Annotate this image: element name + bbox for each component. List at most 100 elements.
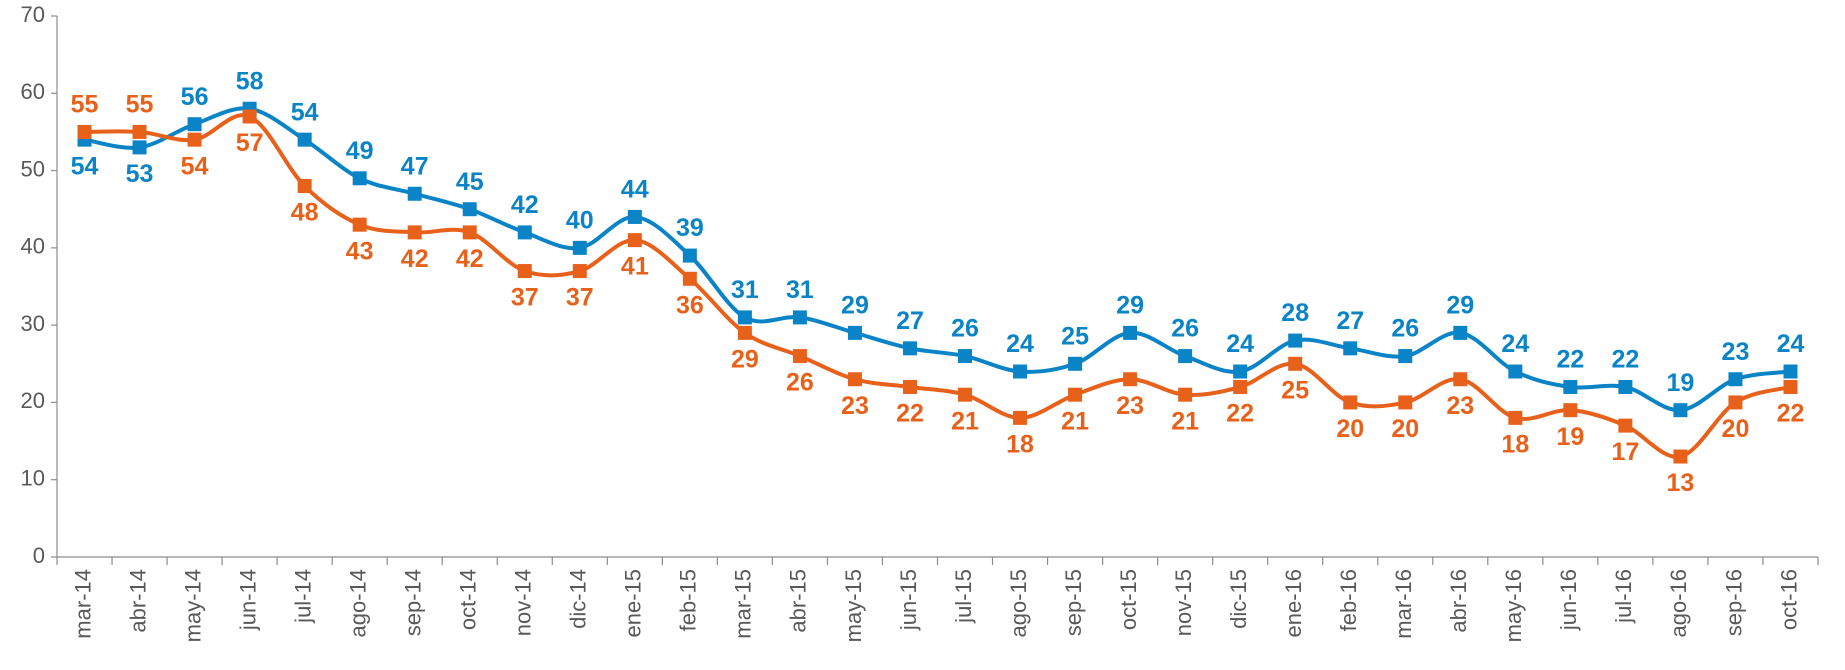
x-tick-label: abr-15	[786, 569, 811, 633]
marker	[462, 225, 477, 240]
data-label: 22	[896, 400, 924, 428]
marker	[847, 372, 862, 387]
marker	[792, 349, 807, 364]
marker	[1618, 379, 1633, 394]
x-tick-label: feb-15	[676, 569, 701, 631]
marker	[517, 264, 532, 279]
marker	[1233, 364, 1248, 379]
marker	[627, 233, 642, 248]
data-label: 23	[1722, 338, 1750, 366]
marker	[1508, 410, 1523, 425]
marker	[1563, 403, 1578, 418]
marker	[1783, 364, 1798, 379]
data-label: 40	[566, 206, 594, 234]
marker	[187, 117, 202, 132]
x-tick-label: mar-14	[70, 569, 95, 639]
data-label: 37	[511, 284, 539, 312]
marker	[242, 109, 257, 124]
marker	[1178, 349, 1193, 364]
data-label: 27	[896, 307, 924, 335]
marker	[1398, 395, 1413, 410]
data-label: 57	[236, 129, 264, 157]
marker	[682, 248, 697, 263]
marker	[407, 225, 422, 240]
data-label: 53	[126, 160, 154, 188]
data-label: 20	[1391, 415, 1419, 443]
data-label: 39	[676, 214, 704, 242]
marker	[1288, 356, 1303, 371]
data-label: 26	[786, 369, 814, 397]
marker	[1453, 325, 1468, 340]
data-label: 29	[731, 345, 759, 373]
x-tick-label: abr-16	[1446, 569, 1471, 633]
data-label: 24	[1777, 330, 1805, 358]
data-label: 55	[126, 91, 154, 119]
marker	[1233, 379, 1248, 394]
data-label: 20	[1722, 415, 1750, 443]
data-label: 45	[456, 168, 484, 196]
y-tick-label: 40	[21, 234, 45, 259]
data-label: 28	[1281, 299, 1309, 327]
data-label: 42	[456, 245, 484, 273]
data-label: 21	[951, 407, 979, 435]
data-label: 41	[621, 253, 649, 281]
x-tick-label: abr-14	[125, 569, 150, 633]
x-tick-label: ago-16	[1666, 569, 1691, 638]
x-tick-label: ene-16	[1281, 569, 1306, 638]
data-label: 23	[1446, 392, 1474, 420]
data-label: 26	[1171, 315, 1199, 343]
data-label: 26	[951, 315, 979, 343]
x-tick-label: ago-14	[345, 569, 370, 638]
marker	[1178, 387, 1193, 402]
marker	[1123, 372, 1138, 387]
marker	[1343, 395, 1358, 410]
marker	[682, 271, 697, 286]
x-tick-label: feb-16	[1336, 569, 1361, 631]
x-tick-label: sep-16	[1721, 569, 1746, 636]
marker	[462, 202, 477, 217]
x-tick-label: jun-15	[896, 569, 921, 631]
data-label: 13	[1667, 469, 1695, 497]
data-label: 29	[1446, 291, 1474, 319]
data-label: 27	[1336, 307, 1364, 335]
data-label: 24	[1226, 330, 1254, 358]
marker	[1508, 364, 1523, 379]
data-label: 54	[181, 152, 209, 180]
data-label: 20	[1336, 415, 1364, 443]
marker	[352, 171, 367, 186]
series-line	[84, 106, 1791, 413]
y-tick-label: 60	[21, 79, 45, 104]
marker	[1783, 379, 1798, 394]
marker	[1618, 418, 1633, 433]
marker	[77, 124, 92, 139]
marker	[297, 179, 312, 194]
data-label: 23	[1116, 392, 1144, 420]
x-tick-label: nov-15	[1171, 569, 1196, 636]
data-label: 29	[841, 291, 869, 319]
data-label: 42	[401, 245, 429, 273]
data-label: 26	[1391, 315, 1419, 343]
marker	[1398, 349, 1413, 364]
x-tick-label: jun-16	[1556, 569, 1581, 631]
data-label: 22	[1556, 346, 1584, 374]
x-tick-label: ago-15	[1006, 569, 1031, 638]
marker	[132, 140, 147, 155]
marker	[1343, 341, 1358, 356]
marker	[407, 186, 422, 201]
x-tick-label: may-15	[841, 569, 866, 642]
data-label: 21	[1061, 407, 1089, 435]
marker	[1563, 379, 1578, 394]
marker	[958, 387, 973, 402]
x-tick-label: jun-14	[235, 569, 260, 631]
data-label: 25	[1061, 322, 1089, 350]
data-label: 31	[786, 276, 814, 304]
data-label: 54	[71, 152, 99, 180]
x-tick-label: oct-14	[456, 569, 481, 630]
data-label: 55	[71, 91, 99, 119]
data-label: 58	[236, 67, 264, 95]
marker	[1673, 403, 1688, 418]
marker	[1453, 372, 1468, 387]
marker	[1068, 387, 1083, 402]
marker	[1013, 364, 1028, 379]
